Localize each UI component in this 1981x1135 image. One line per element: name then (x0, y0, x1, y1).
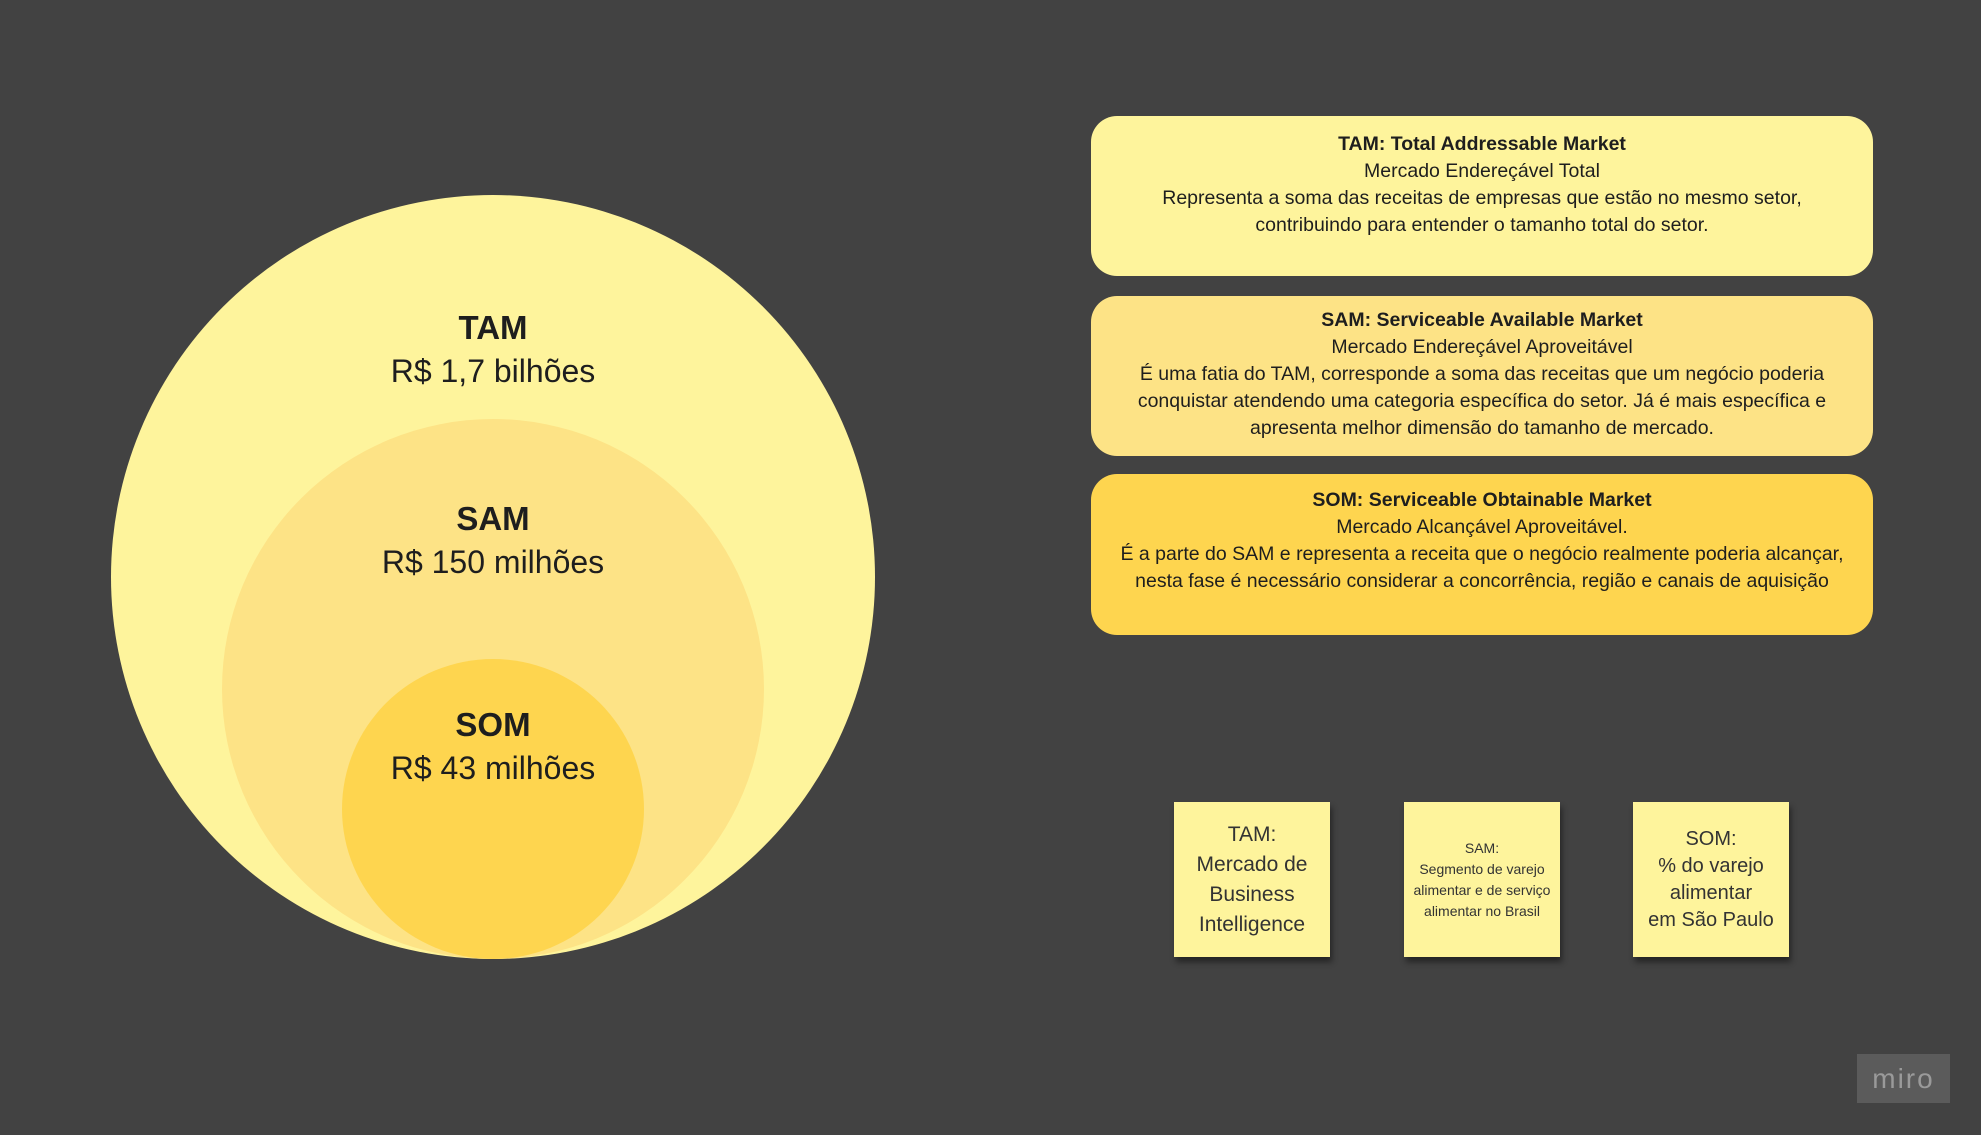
som-sticky-note[interactable]: SOM: % do varejo alimentar em São Paulo (1633, 802, 1789, 957)
som-value: R$ 43 milhões (390, 750, 596, 786)
sam-card-title: SAM: Serviceable Available Market (1321, 309, 1643, 331)
tam-card-description: Representa a soma das receitas de empres… (1162, 187, 1802, 236)
sam-definition-card[interactable]: SAM: Serviceable Available Market Mercad… (1091, 296, 1873, 456)
som-circle-label: SOM R$ 43 milhões (111, 704, 875, 790)
sam-card-subtitle: Mercado Endereçável Aproveitável (1331, 336, 1633, 358)
sam-sticky-note[interactable]: SAM: Segmento de varejo alimentar e de s… (1404, 802, 1560, 957)
som-circle (342, 659, 644, 959)
tam-card-title: TAM: Total Addressable Market (1338, 133, 1626, 155)
som-card-description: É a parte do SAM e representa a receita … (1120, 543, 1844, 592)
sam-card-description: É uma fatia do TAM, corresponde a soma d… (1137, 363, 1827, 439)
tam-definition-card[interactable]: TAM: Total Addressable Market Mercado En… (1091, 116, 1873, 276)
sam-circle-label: SAM R$ 150 milhões (111, 498, 875, 584)
tam-name: TAM (458, 309, 528, 346)
miro-logo[interactable]: miro (1857, 1054, 1950, 1103)
som-card-subtitle: Mercado Alcançável Aproveitável. (1336, 516, 1628, 538)
som-name: SOM (455, 706, 531, 743)
tam-sticky-note[interactable]: TAM: Mercado de Business Intelligence (1174, 802, 1330, 957)
sam-value: R$ 150 milhões (381, 544, 605, 580)
tam-circle-label: TAM R$ 1,7 bilhões (111, 307, 875, 393)
tam-value: R$ 1,7 bilhões (390, 353, 596, 389)
som-card-title: SOM: Serviceable Obtainable Market (1312, 489, 1652, 511)
som-definition-card[interactable]: SOM: Serviceable Obtainable Market Merca… (1091, 474, 1873, 635)
tam-sticky-text: TAM: Mercado de Business Intelligence (1196, 822, 1308, 936)
sam-sticky-text: SAM: Segmento de varejo alimentar e de s… (1413, 839, 1551, 919)
sam-name: SAM (456, 500, 530, 537)
tam-card-subtitle: Mercado Endereçável Total (1364, 160, 1600, 182)
som-sticky-text: SOM: % do varejo alimentar em São Paulo (1648, 827, 1774, 931)
